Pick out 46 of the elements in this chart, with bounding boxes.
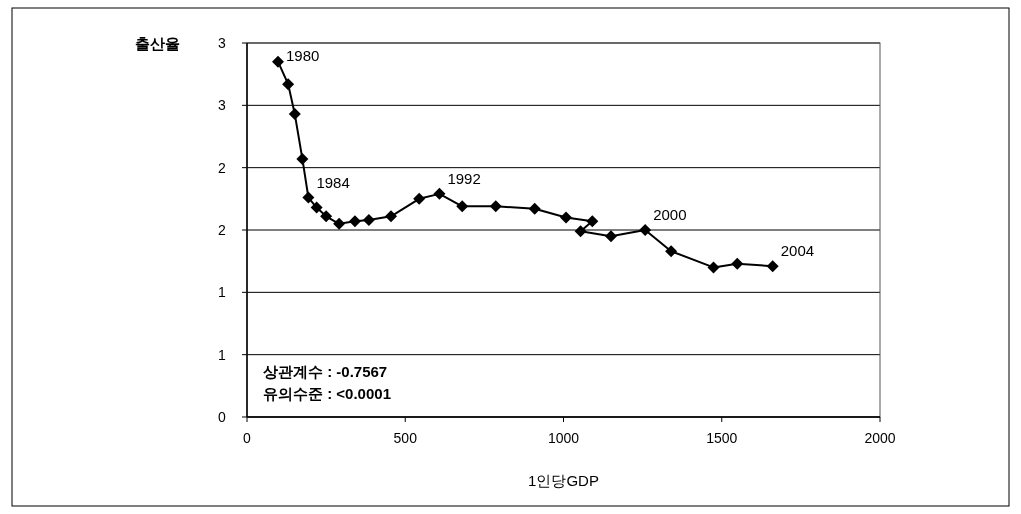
point xyxy=(413,192,426,205)
y-axis-title: 출산율 xyxy=(135,35,180,52)
annotation: 2000 xyxy=(653,206,687,223)
y-tick-label: 2 xyxy=(218,159,227,176)
x-tick-label: 1500 xyxy=(706,430,738,446)
point xyxy=(560,211,573,224)
x-tick-label: 1000 xyxy=(547,430,580,446)
point xyxy=(489,200,502,213)
point xyxy=(296,152,309,165)
annotation: 1980 xyxy=(286,47,320,64)
point xyxy=(456,200,469,213)
point xyxy=(385,210,398,223)
point xyxy=(433,187,446,200)
point xyxy=(665,245,678,258)
annotation: 2004 xyxy=(780,242,815,260)
point xyxy=(586,215,599,228)
point xyxy=(288,108,301,121)
y-tick-label: 1 xyxy=(218,346,227,363)
point xyxy=(333,217,346,230)
point xyxy=(302,191,315,204)
point xyxy=(731,257,744,270)
point xyxy=(272,55,285,68)
point xyxy=(320,210,333,223)
point xyxy=(310,201,323,214)
x-axis-title: 1인당GDP xyxy=(528,472,599,489)
point xyxy=(528,202,541,215)
x-tick-label: 2000 xyxy=(864,430,896,446)
point xyxy=(766,260,779,273)
point xyxy=(348,215,361,228)
x-tick-label: 0 xyxy=(243,430,252,446)
point xyxy=(639,224,652,236)
annotation: 1992 xyxy=(447,169,481,187)
annotation: 유의수준 : <0.0001 xyxy=(263,385,391,402)
x-tick-label: 500 xyxy=(393,430,418,446)
y-tick-label: 3 xyxy=(218,35,227,51)
point xyxy=(707,261,720,274)
point xyxy=(604,230,617,243)
y-tick-label: 0 xyxy=(218,409,227,425)
y-tick-label: 2 xyxy=(218,222,227,238)
y-tick-label: 3 xyxy=(218,97,227,114)
point xyxy=(574,225,587,238)
point xyxy=(282,78,295,91)
annotation: 상관계수 : -0.7567 xyxy=(263,363,388,380)
annotation: 1984 xyxy=(316,173,350,191)
point xyxy=(362,214,375,227)
y-tick-label: 1 xyxy=(218,284,227,301)
